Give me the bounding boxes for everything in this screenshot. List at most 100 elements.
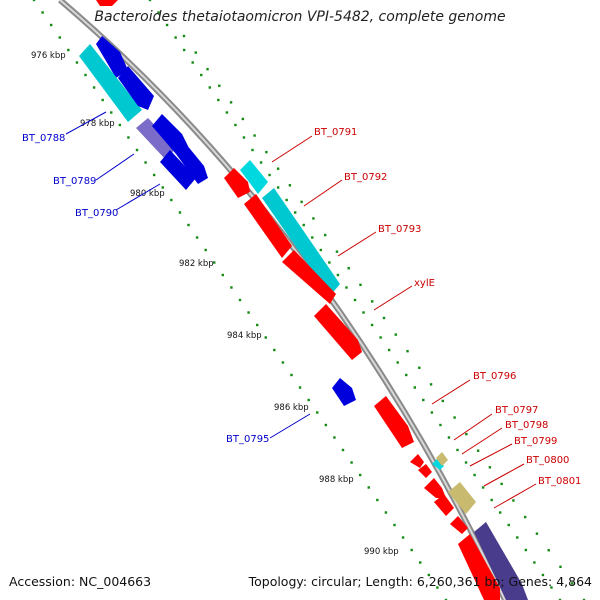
gene-reverse-cyan[interactable]	[79, 44, 142, 122]
track-dot	[268, 173, 271, 177]
gene-label-bt-0801[interactable]: BT_0801	[538, 476, 581, 487]
leader-line	[461, 427, 503, 455]
track-dot	[453, 416, 456, 419]
track-dot	[524, 548, 528, 552]
track-dot	[394, 333, 397, 336]
gene-label-bt-0792[interactable]: BT_0792	[344, 172, 387, 183]
track-dot	[430, 411, 434, 414]
track-dot	[473, 473, 476, 477]
track-dot	[582, 598, 586, 600]
gene-forward-red[interactable]	[458, 534, 500, 600]
track-dot	[178, 211, 182, 214]
track-dot	[242, 136, 246, 139]
track-dot	[410, 548, 413, 552]
track-dot	[84, 73, 87, 77]
gene-reverse-blue[interactable]	[96, 36, 128, 78]
gene-reverse-blue[interactable]	[332, 378, 356, 406]
gene-forward-red[interactable]	[450, 516, 468, 534]
leader-line	[269, 413, 311, 439]
track-dot	[118, 123, 122, 127]
gene-forward-light-cyan[interactable]	[432, 458, 444, 470]
gene-forward-cyan[interactable]	[262, 188, 340, 296]
length-value: 6,260,361 bp	[416, 574, 501, 589]
gene-forward-red[interactable]	[410, 454, 424, 468]
gene-label-bt-0791[interactable]: BT_0791	[314, 127, 357, 138]
gene-reverse-blue[interactable]	[160, 150, 196, 190]
track-dot	[418, 366, 421, 369]
accession-info: Accession: NC_004663	[9, 574, 151, 589]
track-dot	[218, 84, 221, 87]
gene-label-xyle[interactable]: xylE	[414, 278, 435, 289]
track-dot	[558, 598, 562, 600]
track-dot	[213, 261, 216, 264]
track-dot	[507, 523, 510, 527]
gene-reverse-purple[interactable]	[136, 118, 176, 160]
track-dot	[464, 461, 468, 464]
gene-label-bt-0795[interactable]: BT_0795	[226, 434, 269, 445]
track-dot	[67, 48, 70, 52]
track-dot	[367, 486, 370, 489]
track-dot	[441, 399, 445, 403]
gene-forward-light-cyan[interactable]	[240, 160, 268, 194]
track-dot	[559, 565, 562, 569]
leader-line	[483, 463, 525, 487]
scale-tick-labels: 976 kbp 978 kbp 980 kbp 982 kbp 984 kbp …	[31, 51, 399, 557]
gene-label-bt-0797[interactable]: BT_0797	[495, 405, 538, 416]
track-dot	[32, 0, 36, 2]
track-dot	[535, 532, 539, 535]
track-dot	[500, 482, 503, 486]
track-dot	[300, 200, 303, 204]
track-dot	[152, 173, 156, 177]
track-dot	[101, 98, 104, 102]
track-dot	[264, 336, 267, 339]
gene-forward-red[interactable]	[282, 250, 336, 304]
label-leader-lines	[65, 111, 537, 509]
track-dot	[547, 549, 550, 552]
gene-label-bt-0796[interactable]: BT_0796	[473, 371, 516, 382]
gene-reverse-blue[interactable]	[176, 144, 208, 184]
gene-label-bt-0798[interactable]: BT_0798	[505, 420, 548, 431]
topology-prefix: Topology:	[248, 574, 312, 589]
track-dot	[370, 323, 374, 327]
track-dot	[217, 98, 220, 102]
track-dot	[230, 286, 233, 289]
track-dot	[49, 23, 53, 27]
track-dot	[110, 111, 113, 114]
track-dot	[490, 498, 493, 502]
gene-label-bt-0800[interactable]: BT_0800	[526, 455, 569, 466]
accession-value: NC_004663	[79, 574, 152, 589]
gene-forward-red[interactable]	[244, 194, 292, 258]
track-dot	[312, 217, 315, 220]
topology-value: circular	[311, 574, 358, 589]
gene-forward-khaki[interactable]	[436, 452, 448, 466]
leader-line	[95, 153, 135, 181]
gene-label-bt-0790[interactable]: BT_0790	[75, 208, 118, 219]
track-dot	[273, 348, 276, 352]
gene-label-bt-0789[interactable]: BT_0789	[53, 176, 96, 187]
gene-label-bt-0799[interactable]: BT_0799	[514, 436, 557, 447]
gene-forward-red[interactable]	[424, 478, 446, 498]
gene-label-bt-0788[interactable]: BT_0788	[22, 133, 65, 144]
track-dot	[345, 286, 348, 289]
reverse-gene-labels: BT_0788 BT_0789 BT_0790 BT_0795	[22, 133, 269, 445]
gene-forward-purple[interactable]	[474, 522, 528, 600]
gene-forward-red[interactable]	[418, 464, 432, 478]
track-dot	[165, 23, 169, 27]
track-dot	[379, 336, 382, 339]
gene-label-bt-0793[interactable]: BT_0793	[378, 224, 421, 235]
track-dot	[75, 61, 79, 64]
genome-summary: Topology: circular; Length: 6,260,361 bp…	[249, 574, 592, 589]
track-dot	[127, 136, 130, 139]
gene-forward-red[interactable]	[314, 304, 362, 360]
gene-forward-red[interactable]	[374, 396, 414, 448]
gene-forward-red[interactable]	[434, 494, 454, 516]
track-dot	[247, 311, 250, 314]
track-dot	[182, 48, 186, 52]
gene-forward-red[interactable]	[224, 168, 250, 198]
track-dot	[335, 250, 339, 253]
gene-forward-khaki[interactable]	[448, 482, 476, 514]
gene-reverse-blue[interactable]	[118, 66, 154, 110]
gene-forward-red-top[interactable]	[96, 0, 118, 6]
gene-reverse-blue[interactable]	[152, 114, 188, 154]
